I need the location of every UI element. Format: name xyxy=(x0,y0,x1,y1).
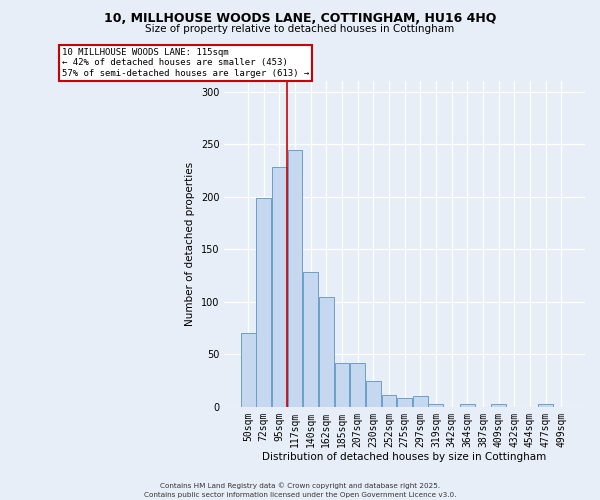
Bar xyxy=(241,334,256,407)
Bar xyxy=(256,198,271,407)
Y-axis label: Number of detached properties: Number of detached properties xyxy=(185,162,195,326)
Bar xyxy=(491,404,506,407)
Text: 10, MILLHOUSE WOODS LANE, COTTINGHAM, HU16 4HQ: 10, MILLHOUSE WOODS LANE, COTTINGHAM, HU… xyxy=(104,12,496,26)
X-axis label: Distribution of detached houses by size in Cottingham: Distribution of detached houses by size … xyxy=(263,452,547,462)
Bar xyxy=(460,404,475,407)
Bar xyxy=(319,296,334,407)
Bar xyxy=(303,272,318,407)
Bar xyxy=(272,168,287,407)
Text: Contains public sector information licensed under the Open Government Licence v3: Contains public sector information licen… xyxy=(144,492,456,498)
Bar xyxy=(366,380,381,407)
Bar xyxy=(350,362,365,407)
Bar xyxy=(538,404,553,407)
Text: Contains HM Land Registry data © Crown copyright and database right 2025.: Contains HM Land Registry data © Crown c… xyxy=(160,482,440,489)
Bar xyxy=(428,404,443,407)
Bar xyxy=(413,396,428,407)
Bar xyxy=(397,398,412,407)
Bar xyxy=(335,362,349,407)
Bar xyxy=(382,396,397,407)
Bar xyxy=(287,150,302,407)
Text: 10 MILLHOUSE WOODS LANE: 115sqm
← 42% of detached houses are smaller (453)
57% o: 10 MILLHOUSE WOODS LANE: 115sqm ← 42% of… xyxy=(62,48,309,78)
Text: Size of property relative to detached houses in Cottingham: Size of property relative to detached ho… xyxy=(145,24,455,34)
